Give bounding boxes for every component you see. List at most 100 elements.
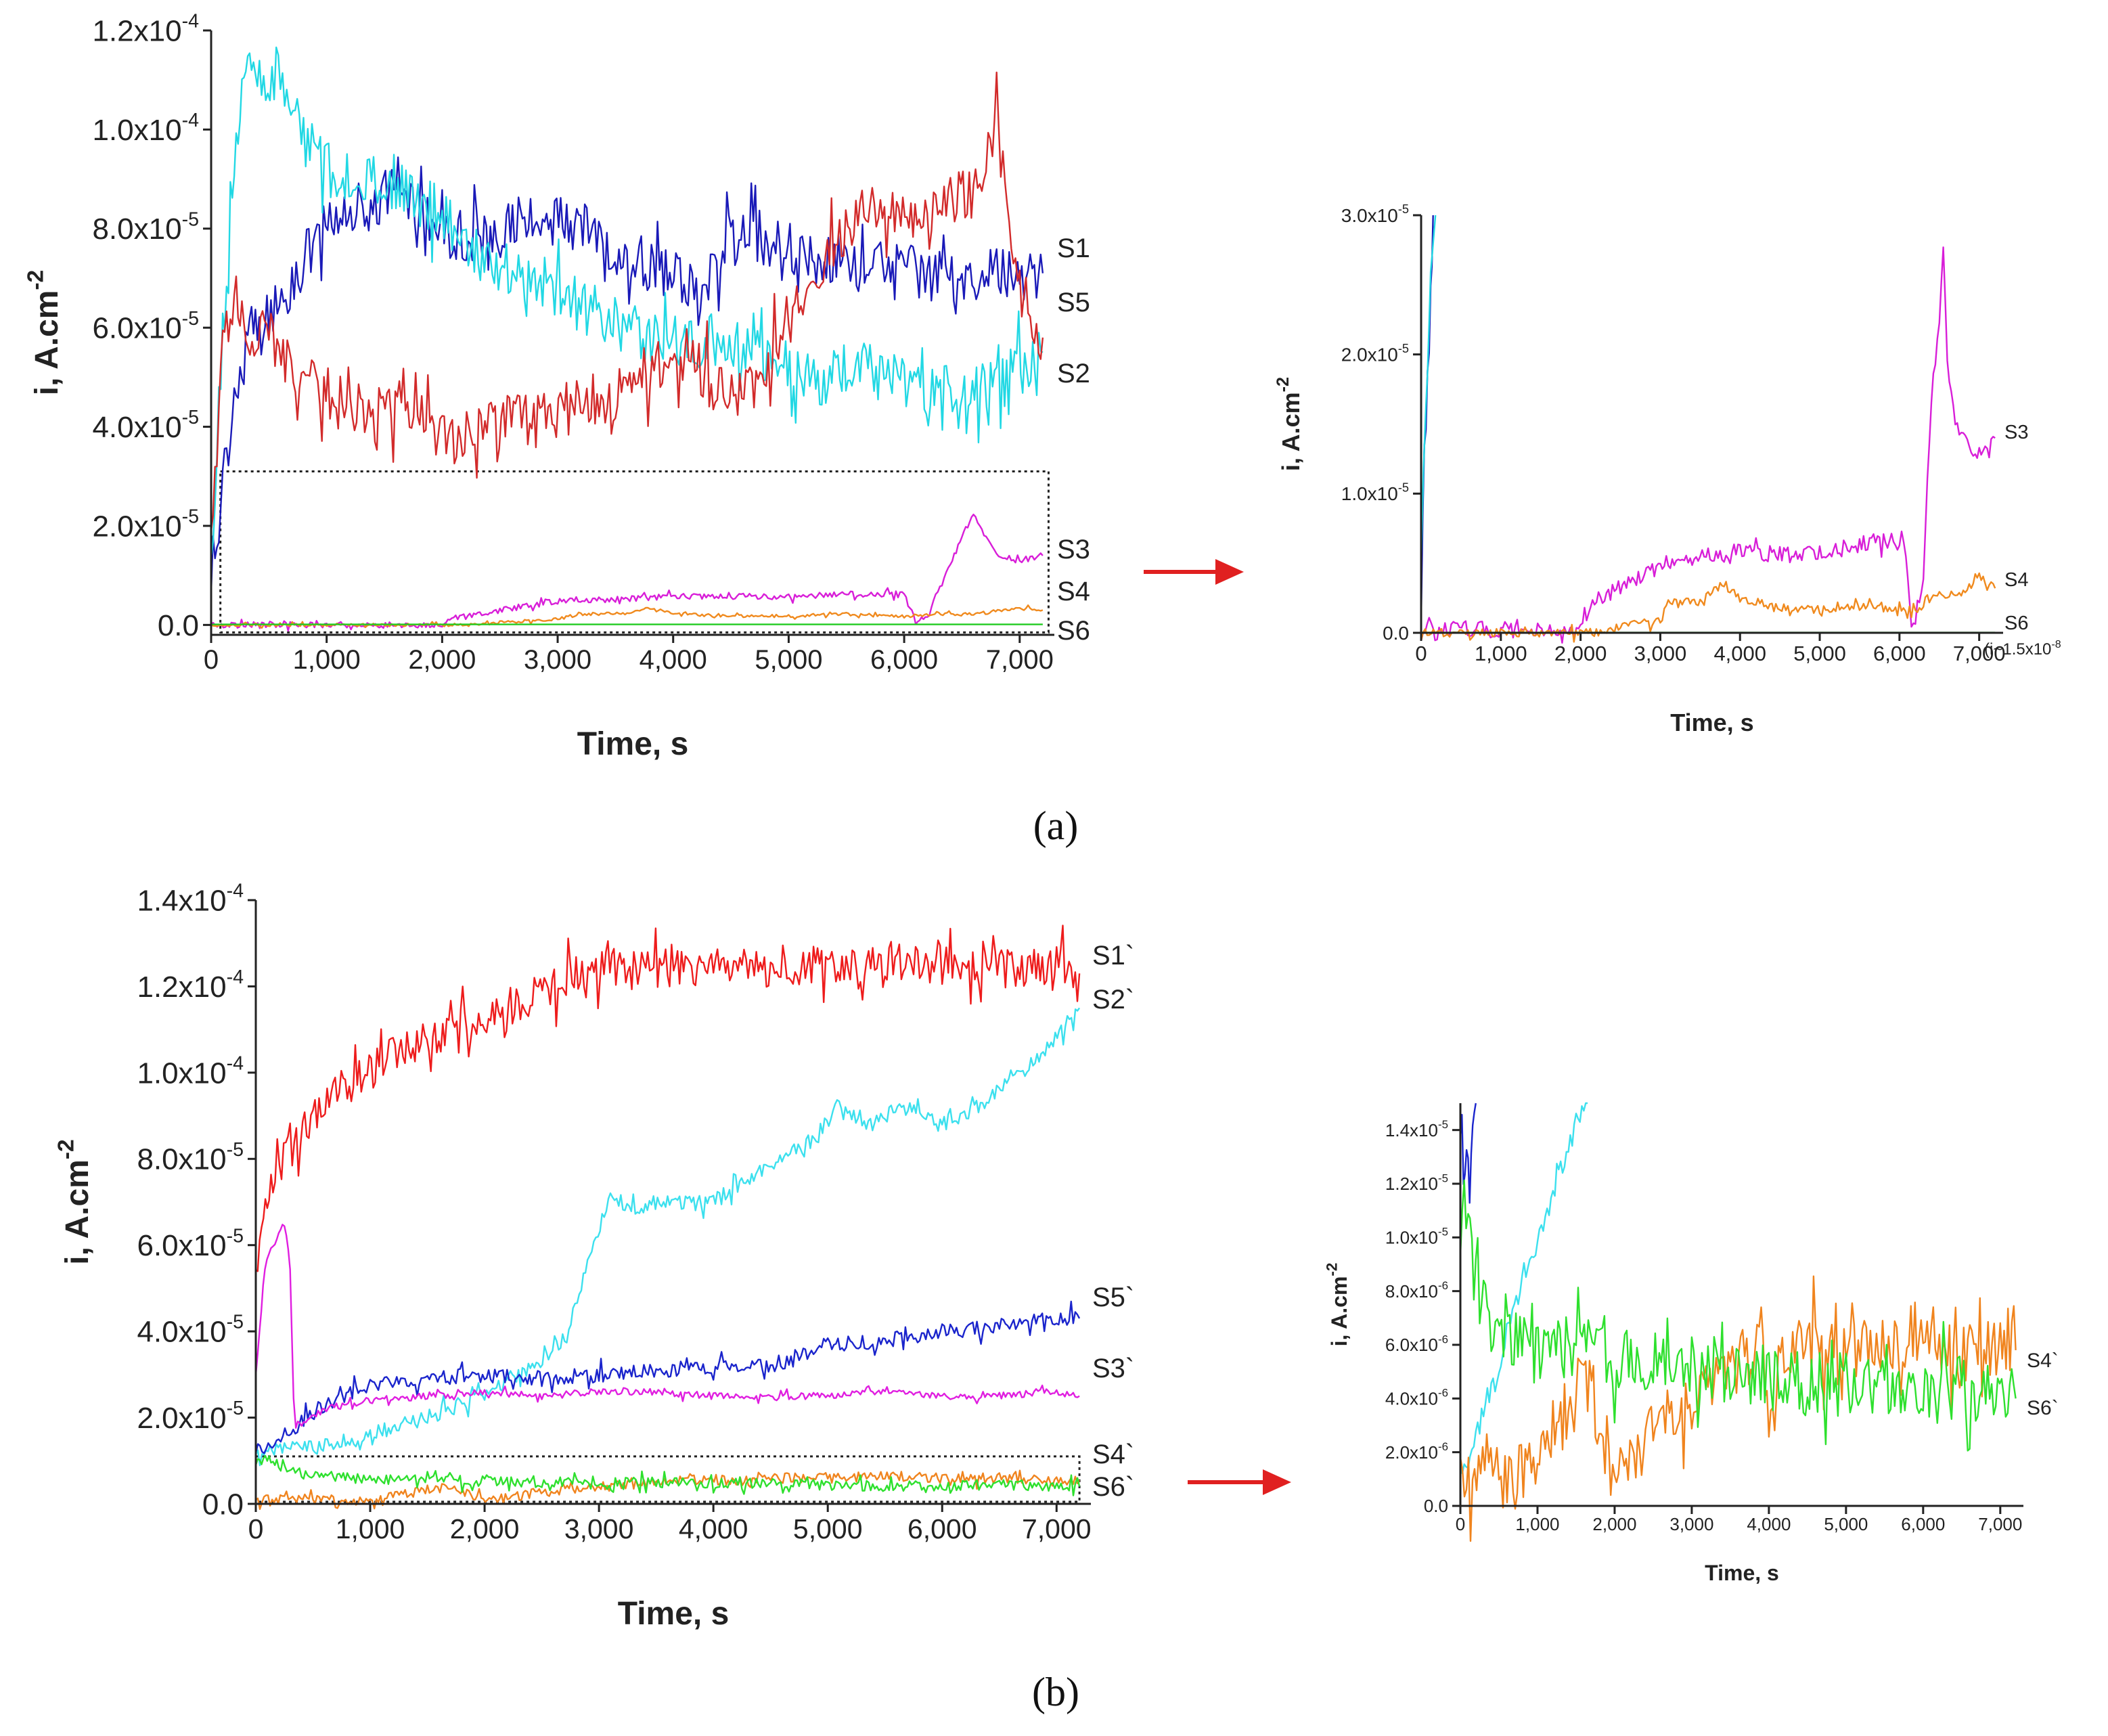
y-tick-exponent: -4 [182,11,200,32]
y-axis-title: i, A.cm-2 [23,270,65,395]
series-line-s4-prime [255,1469,1081,1511]
series-label-s2-prime: S2` [1092,985,1134,1015]
series-line-s3-prime [254,1224,1080,1429]
y-tick-label: 4.0x10-5 [92,407,199,444]
x-tick-label: 4,000 [640,645,707,675]
y-tick-exponent: -5 [1438,1118,1448,1131]
x-tick-label: 6,000 [907,1513,977,1544]
y-tick-exponent: -5 [182,308,199,330]
y-tick-exponent: -4 [182,110,200,131]
y-tick-label: 1.2x10-4 [92,11,199,48]
series-label-s3-prime: S3` [1092,1354,1134,1383]
y-tick-label: 0.0 [202,1488,244,1521]
x-tick-label: 5,000 [755,645,822,675]
y-tick-exponent: -4 [227,881,244,902]
y-tick-label: 1.4x10-4 [137,881,244,918]
y-tick-label: 0.0 [1424,1496,1448,1516]
y-axis-title-exponent: -2 [53,1139,79,1159]
y-tick-label: 4.0x10-6 [1385,1387,1448,1409]
y-tick-label: 8.0x10-6 [1385,1279,1448,1301]
x-tick-label: 0 [1415,642,1427,665]
y-tick-label: 2.0x10-5 [92,506,199,543]
y-tick-label: 1.0x10-4 [92,110,199,147]
x-tick-label: 7,000 [1953,642,2006,665]
y-tick-exponent: -5 [182,208,199,230]
series-line-s1-prime [255,925,1081,1272]
series-label-s3: S3 [2004,422,2028,443]
chart-panel-a-inset: 0 1,000 2,000 3,000 4,000 5,000 6,000 7,000 0.0 1… [1274,202,2061,736]
x-tick-label: 5,000 [793,1513,863,1544]
panel-label-a: (a) [1033,803,1079,848]
series-label-s4-prime: S4` [1092,1440,1134,1469]
y-tick-label: 3.0x10-5 [1341,202,1409,226]
x-tick-label: 6,000 [1873,642,1926,665]
x-tick-label: 7,000 [1978,1514,2022,1534]
x-tick-label: 0 [1456,1514,1465,1534]
x-tick-label: 6,000 [1901,1514,1945,1534]
y-tick-exponent: -6 [1438,1279,1448,1292]
series-line-s2 [210,71,1044,531]
series-line-s3 [1420,246,1996,644]
zoom-region-box [219,470,1050,633]
y-tick-label: 1.0x10-5 [1341,481,1409,505]
y-axis-title-exponent: -2 [1324,1263,1341,1276]
y-tick-label: 2.0x10-5 [1341,342,1409,365]
x-tick-label: 5,000 [1793,642,1846,665]
series-line-s1 [210,156,1044,593]
y-tick-exponent: -4 [227,1052,244,1074]
zoom-arrow-a [1144,559,1244,585]
x-tick-label: 3,000 [564,1513,634,1544]
chart-panel-b-main: 0 1,000 2,000 3,000 4,000 5,000 6,000 7,000 0.0 2… [53,881,1134,1632]
x-tick-label: 3,000 [1634,642,1687,665]
series-line-s4 [1420,572,1996,643]
y-tick-exponent: -6 [1438,1440,1448,1453]
y-tick-exponent: -5 [1398,202,1409,216]
x-tick-label: 3,000 [524,645,591,675]
y-tick-label: 1.4x10-5 [1385,1118,1448,1140]
series-line-s2-prime [254,1007,1081,1467]
series-label-s6: S6 [1057,616,1090,646]
y-tick-exponent: -5 [1438,1226,1448,1239]
x-axis-title: Time, s [1705,1561,1779,1585]
y-tick-exponent: -5 [182,407,199,428]
y-axis-title-exponent: -2 [23,270,48,290]
y-axis-title: i, A.cm-2 [1324,1263,1351,1347]
x-tick-label: 4,000 [679,1513,748,1544]
series-label-s5-prime: S5` [1092,1283,1134,1312]
y-tick-exponent: -5 [1438,1172,1448,1184]
series-label-s1: S1 [1057,233,1090,263]
y-tick-label: 1.0x10-4 [137,1052,244,1090]
y-tick-exponent: -5 [182,506,199,528]
y-tick-exponent: -5 [227,1139,244,1161]
series-line-s2-prime [1459,1102,1588,1475]
y-tick-exponent: -6 [1438,1387,1448,1400]
y-axis-title-exponent: -2 [1274,377,1293,392]
y-tick-label: 0.0 [158,609,199,642]
panel-label-b: (b) [1032,1670,1079,1714]
series-label-s4: S4 [2004,569,2028,591]
y-tick-label: 4.0x10-5 [137,1312,244,1349]
x-axis-title: Time, s [618,1596,730,1632]
series-line-s6-prime [254,1454,1081,1496]
x-axis-title: Time, s [577,726,689,762]
zoom-region-box [254,1455,1081,1503]
x-tick-label: 0 [204,645,219,675]
series-label-s6-prime: S6` [1092,1472,1134,1502]
y-tick-label: 8.0x10-5 [92,208,199,246]
y-tick-exponent: -5 [227,1225,244,1247]
x-tick-label: 6,000 [870,645,938,675]
x-tick-label: 1,000 [1475,642,1527,665]
x-tick-label: 3,000 [1669,1514,1713,1534]
x-tick-label: 2,000 [408,645,476,675]
series-label-s2: S2 [1057,359,1090,388]
zoom-arrow-b [1188,1469,1291,1495]
y-tick-label: 6.0x10-5 [92,308,199,345]
y-tick-exponent: -6 [1438,1333,1448,1345]
x-tick-label: 1,000 [1515,1514,1559,1534]
y-tick-exponent: -4 [227,966,244,988]
x-tick-label: 1,000 [336,1513,405,1544]
series-line-s5 [210,46,1044,558]
series-line-s6-prime [1459,1179,2017,1452]
y-tick-exponent: -5 [227,1312,244,1333]
